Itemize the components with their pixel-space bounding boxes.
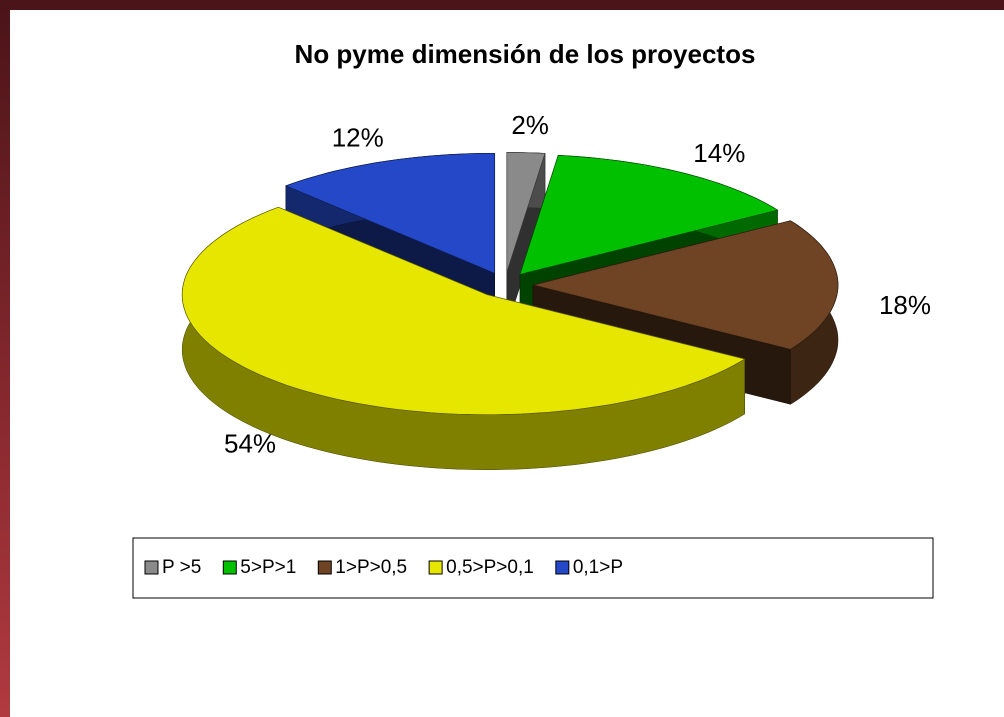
legend-box [132,537,934,599]
legend-swatch [144,560,159,575]
legend-swatch [222,560,237,575]
legend-label: 0,5>P>0,1 [446,557,534,578]
data-label: 2% [511,110,549,140]
data-label: 14% [693,138,745,168]
slice [519,154,779,275]
legend-label: P >5 [162,557,201,578]
slice [506,152,546,273]
legend-swatch [555,560,570,575]
slice [532,220,839,350]
legend-swatch [317,560,332,575]
data-label: 12% [332,123,384,153]
legend-label: 0,1>P [573,557,623,578]
data-label: 54% [224,429,276,459]
data-label: 18% [879,290,931,320]
chart-title: No pyme dimensión de los proyectos [295,39,756,69]
slice [181,206,746,416]
legend-swatch [428,560,443,575]
legend-label: 5>P>1 [240,557,296,578]
legend-label: 1>P>0,5 [335,557,407,578]
slice [284,152,496,274]
